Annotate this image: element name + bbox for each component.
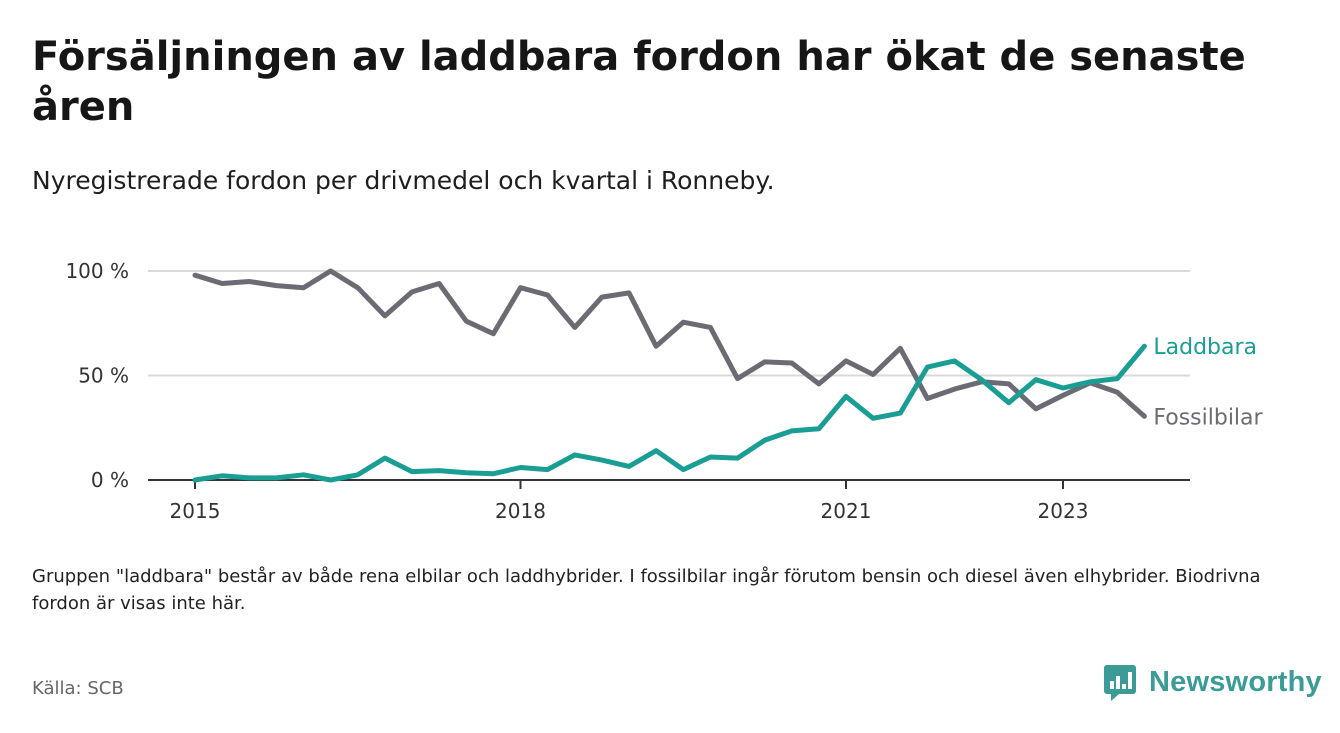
y-tick-label: 100 % bbox=[65, 259, 129, 283]
series-label-laddbara: Laddbara bbox=[1153, 335, 1257, 360]
gridlines bbox=[148, 270, 1190, 481]
y-tick-label: 50 % bbox=[78, 364, 129, 388]
chart-subtitle: Nyregistrerade fordon per drivmedel och … bbox=[32, 166, 775, 195]
y-tick-label: 0 % bbox=[91, 468, 129, 492]
chart-footnote: Gruppen "laddbara" består av både rena e… bbox=[32, 566, 1261, 614]
newsworthy-chart-icon bbox=[1104, 665, 1136, 701]
newsworthy-logo[interactable]: Newsworthy bbox=[1103, 662, 1322, 702]
series-line-laddbara bbox=[192, 343, 1147, 483]
x-axis-ticks: 2015 2018 2021 2023 bbox=[170, 480, 1089, 523]
x-tick-label: 2018 bbox=[495, 499, 546, 523]
x-tick-label: 2015 bbox=[170, 499, 221, 523]
series-label-fossilbilar: Fossilbilar bbox=[1153, 405, 1263, 430]
x-tick-label: 2023 bbox=[1038, 499, 1089, 523]
y-axis-ticks: 0 % 50 % 100 % bbox=[65, 259, 129, 492]
x-tick-label: 2021 bbox=[821, 499, 872, 523]
series-lines bbox=[192, 268, 1147, 483]
brand-name: Newsworthy bbox=[1149, 665, 1322, 698]
source-credit: Källa: SCB bbox=[32, 678, 124, 699]
line-chart: 0 % 50 % 100 % 2015 2018 2021 2023 Fossilbila… bbox=[65, 259, 1263, 523]
chart-title: Försäljningen av laddbara fordon har öka… bbox=[32, 34, 1246, 130]
series-labels: Fossilbilar Laddbara bbox=[1153, 335, 1263, 430]
